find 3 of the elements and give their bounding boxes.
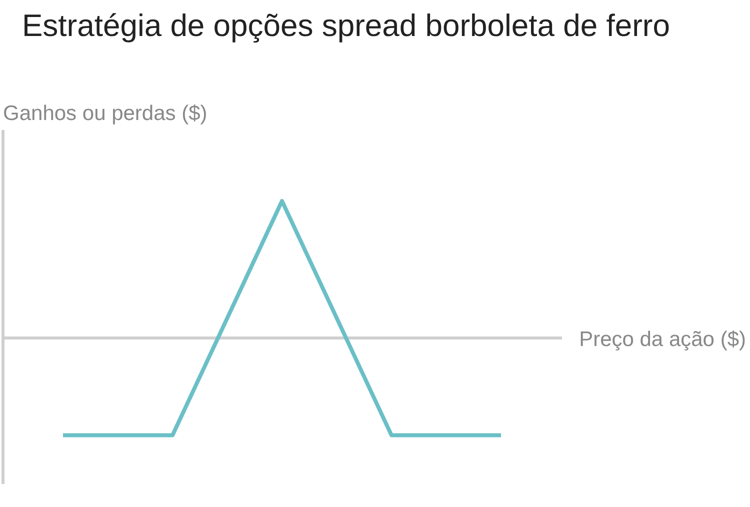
y-axis-title: Ganhos ou perdas ($) [3,102,208,125]
chart-title: Estratégia de opções spread borboleta de ferro [22,8,670,43]
x-axis-title: Preço da ação ($) [579,328,746,351]
